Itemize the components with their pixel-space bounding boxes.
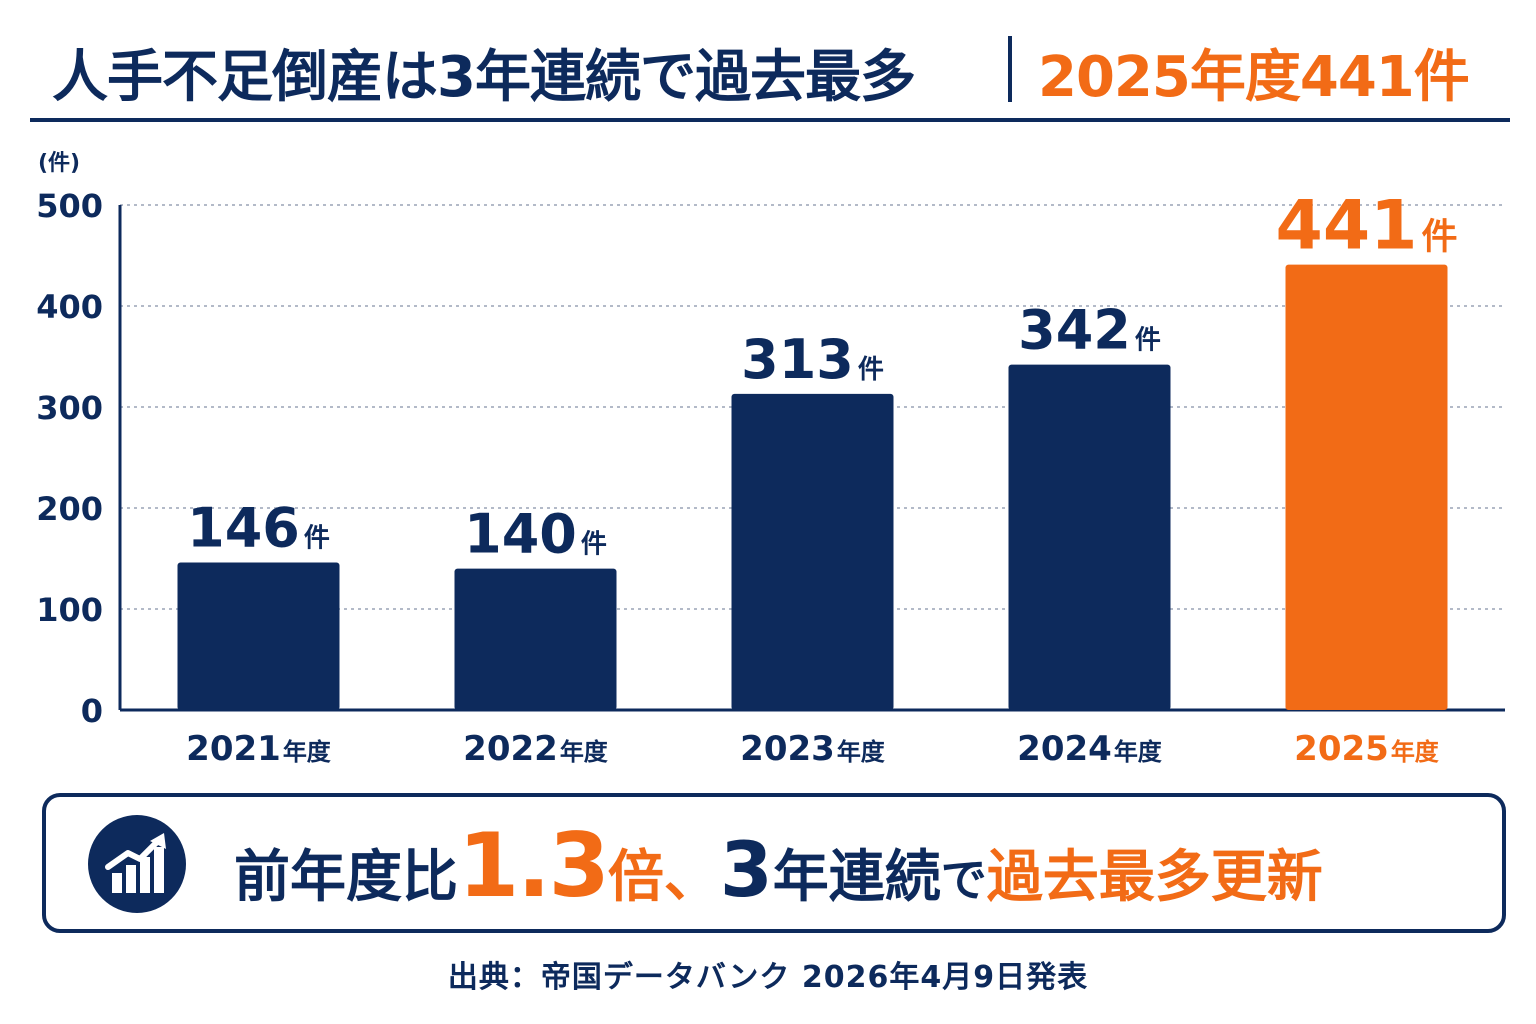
summary-box: 前年度比1.3倍、3年連続で過去最多更新 [42, 793, 1506, 933]
growth-chart-icon [88, 815, 186, 913]
x-tick-label: 2021年度 [186, 729, 332, 769]
summary-ratio-unit: 倍、 [607, 845, 720, 910]
y-axis-unit-label: (件) [38, 151, 80, 176]
value-label: 140 件 [464, 503, 607, 566]
summary-years: 3 [719, 825, 773, 914]
x-tick-label: 2024年度 [1017, 729, 1163, 769]
title-row: 人手不足倒産は3年連続で過去最多 2025年度441件 [0, 22, 1536, 122]
summary-particle: で [940, 853, 987, 907]
summary-consecutive: 年連続 [772, 845, 941, 910]
value-label: 313 件 [741, 328, 884, 391]
title-underline [30, 118, 1510, 122]
summary-ratio: 1.3 [458, 814, 610, 917]
x-tick-label: 2025年度 [1294, 729, 1440, 769]
bar [731, 393, 894, 710]
y-tick-label: 100 [36, 591, 103, 629]
bar [177, 562, 340, 710]
bar [454, 568, 617, 710]
source-note: 出典：帝国データバンク 2026年4月9日発表 [447, 960, 1089, 995]
x-tick-label: 2022年度 [463, 729, 609, 769]
x-tick-label: 2023年度 [740, 729, 886, 769]
summary-record: 過去最多更新 [986, 845, 1323, 910]
page-title: 人手不足倒産は3年連続で過去最多 [52, 45, 916, 110]
title-highlight: 2025年度441件 [1038, 45, 1470, 110]
summary-prefix: 前年度比 [234, 845, 458, 910]
y-tick-label: 500 [36, 187, 103, 225]
title-separator [1008, 36, 1012, 102]
value-label: 342 件 [1018, 299, 1161, 362]
bar [1285, 264, 1448, 710]
value-label: 441 件 [1276, 187, 1458, 266]
y-tick-label: 200 [36, 490, 103, 528]
bar-chart: (件) 0 100 200 300 400 500 146 件 2021年度 140 件 2022年度 3… [36, 151, 1505, 769]
y-tick-label: 0 [81, 692, 103, 730]
bar [1008, 364, 1171, 710]
summary-text: 前年度比1.3倍、3年連続で過去最多更新 [234, 811, 1323, 921]
y-tick-label: 400 [36, 288, 103, 326]
value-label: 146 件 [187, 497, 330, 560]
y-tick-label: 300 [36, 389, 103, 427]
